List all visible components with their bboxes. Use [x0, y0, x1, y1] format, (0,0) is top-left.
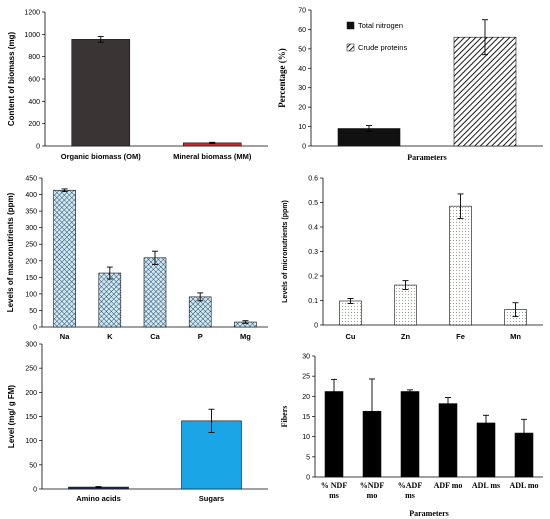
- bar: [394, 284, 417, 326]
- y-tick-label: 25: [302, 374, 310, 381]
- y-tick-label: 30: [302, 354, 310, 361]
- y-tick-label: 350: [25, 209, 37, 216]
- x-tick-label: ADL mo: [509, 481, 538, 490]
- x-tick-label: P: [198, 332, 203, 341]
- y-tick-label: 0: [314, 323, 318, 330]
- bar: [188, 296, 212, 328]
- x-tick-label: %NDF: [360, 481, 385, 490]
- y-tick-label: 200: [25, 390, 37, 397]
- chart-micronutrients: 0 0.1 0.2 0.3 0.4 0.5 0.6 Levels of micronutrie…: [282, 176, 543, 341]
- bar: [71, 39, 131, 147]
- x-axis-label: Parameters: [407, 153, 447, 162]
- x-tick-label: % NDF: [321, 481, 348, 490]
- bar: [438, 403, 458, 478]
- y-tick-label: 0.2: [308, 274, 318, 281]
- y-tick-label: 300: [25, 342, 37, 349]
- x-tick-label: Mineral biomass (MM): [173, 152, 252, 161]
- y-tick-label: 0: [33, 487, 37, 494]
- x-tick-label: Ca: [150, 332, 160, 341]
- y-tick-label: 400: [25, 192, 37, 199]
- legend-label: Total nitrogen: [358, 21, 403, 30]
- x-tick-label: ms: [329, 491, 339, 500]
- bar: [98, 272, 122, 328]
- chart-nitrogen-proteins: 0 10 20 30 40 50 60 70 Percentage (%) Parameters T…: [277, 8, 543, 162]
- y-axis-label: Level (mg/ g FM): [7, 385, 16, 448]
- y-tick-label: 0: [302, 144, 306, 151]
- y-tick-label: 50: [29, 462, 37, 469]
- y-tick-label: 100: [25, 438, 37, 445]
- y-tick-label: 1200: [24, 10, 40, 17]
- y-tick-label: 10: [302, 434, 310, 441]
- x-tick-label: Mg: [240, 332, 251, 341]
- bar: [53, 189, 76, 328]
- chart-macronutrients: 0 50 100 150 200 250 300 350 400 450 Levels of mac…: [6, 176, 268, 341]
- x-tick-label: %ADF: [398, 481, 423, 490]
- x-tick-label: ADL ms: [472, 481, 500, 490]
- bar: [453, 36, 517, 147]
- y-axis-label: Levels of macronutrients (ppm): [6, 192, 15, 312]
- x-tick-label: Cu: [346, 332, 356, 341]
- x-tick-label: Zn: [401, 332, 411, 341]
- bar: [143, 257, 167, 328]
- y-tick-label: 100: [25, 291, 37, 298]
- y-axis-label: Percentage (%): [277, 48, 287, 108]
- y-tick-label: 20: [298, 105, 306, 112]
- y-tick-label: 5: [306, 454, 310, 461]
- y-tick-label: 0.4: [308, 225, 318, 232]
- y-axis-label: Content of biomass (mg): [7, 32, 16, 127]
- legend-label: Crude proteins: [358, 43, 407, 52]
- bar: [324, 391, 344, 478]
- y-tick-label: 400: [28, 99, 40, 106]
- y-tick-label: 0: [33, 325, 37, 332]
- chart-amino-acids-sugars: 0 50 100 150 200 250 300 Level (mg/ g FM) Amino …: [7, 342, 268, 503]
- x-tick-label: Sugars: [199, 494, 224, 503]
- y-tick-label: 0: [36, 144, 40, 151]
- y-tick-label: 70: [298, 8, 306, 15]
- x-tick-label: K: [107, 332, 113, 341]
- y-tick-label: 150: [25, 275, 37, 282]
- y-tick-label: 50: [29, 308, 37, 315]
- y-axis-label: Levels of micronutrients (ppm): [282, 200, 289, 303]
- y-tick-label: 600: [28, 77, 40, 84]
- y-tick-label: 0: [306, 475, 310, 482]
- bar: [449, 205, 472, 326]
- x-tick-label: Organic biomass (OM): [61, 152, 142, 161]
- y-tick-label: 20: [302, 394, 310, 401]
- y-tick-label: 1000: [24, 32, 40, 39]
- bar: [400, 391, 420, 478]
- x-tick-label: ADF mo: [434, 481, 463, 490]
- x-tick-label: Amino acids: [76, 494, 121, 503]
- y-tick-label: 10: [298, 124, 306, 131]
- y-tick-label: 0.3: [308, 249, 318, 256]
- y-tick-label: 60: [298, 27, 306, 34]
- y-tick-label: 250: [25, 366, 37, 373]
- y-tick-label: 800: [28, 54, 40, 61]
- y-tick-label: 30: [298, 85, 306, 92]
- y-tick-label: 0.1: [308, 298, 318, 305]
- y-tick-label: 15: [302, 414, 310, 421]
- x-axis-label: Parameters: [409, 509, 449, 518]
- x-tick-label: Mn: [510, 332, 521, 341]
- y-tick-label: 0.6: [308, 176, 318, 183]
- x-tick-label: ms: [405, 491, 415, 500]
- y-tick-label: 150: [25, 414, 37, 421]
- y-tick-label: 300: [25, 225, 37, 232]
- y-tick-label: 50: [298, 46, 306, 53]
- y-tick-label: 200: [28, 121, 40, 128]
- x-tick-label: mo: [367, 491, 378, 500]
- y-axis-label: Fibers: [280, 406, 289, 428]
- y-tick-label: 0.5: [308, 200, 318, 207]
- x-tick-label: Fe: [456, 332, 465, 341]
- y-tick-label: 450: [25, 176, 37, 183]
- y-tick-label: 200: [25, 258, 37, 265]
- y-tick-label: 250: [25, 242, 37, 249]
- bar: [339, 300, 362, 326]
- chart-organic-mineral-biomass: 0 200 400 600 800 1000 1200 Content of biomass …: [7, 10, 268, 161]
- y-tick-label: 40: [298, 66, 306, 73]
- x-tick-label: Na: [60, 332, 70, 341]
- legend-swatch: [346, 21, 355, 30]
- legend-swatch: [346, 43, 355, 52]
